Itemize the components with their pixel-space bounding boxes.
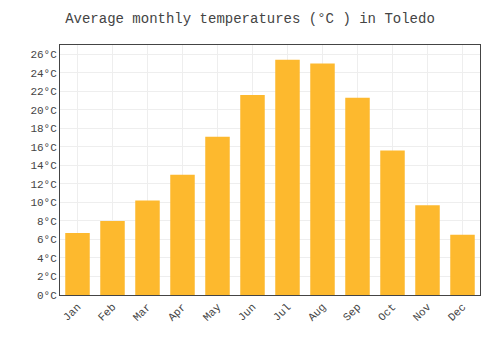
svg-text:May: May [201,301,224,324]
svg-text:12°C: 12°C [30,179,57,191]
svg-text:2°C: 2°C [37,271,57,283]
svg-text:Nov: Nov [411,301,434,324]
svg-text:22°C: 22°C [30,86,57,98]
svg-text:Feb: Feb [96,301,118,323]
svg-text:26°C: 26°C [30,49,57,61]
svg-text:Dec: Dec [446,301,468,323]
svg-text:4°C: 4°C [37,253,57,265]
svg-text:18°C: 18°C [30,123,57,135]
svg-text:Average monthly temperatures (: Average monthly temperatures (°C ) in To… [65,11,435,27]
svg-text:Sep: Sep [341,301,363,323]
svg-text:Apr: Apr [166,301,188,323]
svg-text:Jan: Jan [61,301,83,323]
svg-text:20°C: 20°C [30,105,57,117]
svg-text:Jun: Jun [236,301,258,323]
svg-text:6°C: 6°C [37,234,57,246]
svg-text:8°C: 8°C [37,216,57,228]
svg-text:Oct: Oct [376,301,398,323]
svg-text:0°C: 0°C [37,290,57,302]
svg-text:Mar: Mar [131,301,153,323]
svg-text:14°C: 14°C [30,160,57,172]
svg-text:Aug: Aug [306,301,328,323]
svg-text:24°C: 24°C [30,68,57,80]
svg-text:16°C: 16°C [30,142,57,154]
svg-text:Jul: Jul [271,301,293,323]
svg-text:10°C: 10°C [30,197,57,209]
